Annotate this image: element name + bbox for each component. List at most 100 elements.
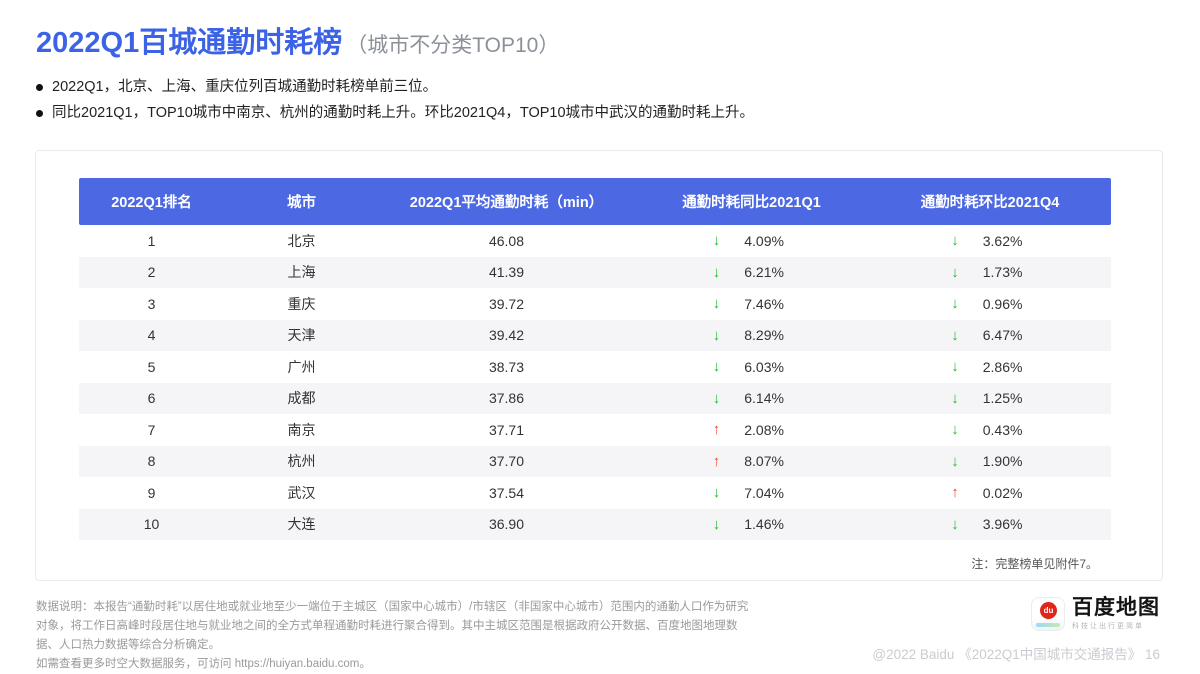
table-row: 2 上海 41.39 ↓ 6.21% ↓ 1.73%	[79, 256, 1111, 288]
city-cell: 重庆	[287, 295, 316, 312]
qoq-value: 1.73%	[982, 264, 1023, 281]
yoy-cell: ↓ 6.03%	[634, 351, 869, 383]
qoq-value: 1.90%	[982, 453, 1023, 470]
avg-time-cell: 39.72	[488, 295, 525, 312]
arrow-up-icon: ↑	[712, 452, 721, 470]
arrow-down-icon: ↓	[712, 358, 721, 376]
arrow-down-icon: ↓	[951, 263, 959, 281]
arrow-down-icon: ↓	[712, 232, 721, 250]
city-cell: 天津	[287, 327, 316, 344]
arrow-down-icon: ↓	[951, 452, 959, 470]
rank-cell: 9	[147, 484, 156, 501]
rank-cell: 5	[147, 358, 156, 375]
table-row: 5 广州 38.73 ↓ 6.03% ↓ 2.86%	[79, 351, 1111, 383]
city-cell: 北京	[287, 232, 316, 249]
summary-bullet-2-text: 同比2021Q1，TOP10城市中南京、杭州的通勤时耗上升。环比2021Q4，T…	[52, 105, 755, 121]
yoy-cell: ↓ 8.29%	[634, 320, 869, 352]
yoy-cell: ↑ 8.07%	[634, 446, 869, 478]
yoy-cell: ↓ 4.09%	[634, 225, 869, 257]
avg-time-cell: 37.54	[488, 484, 525, 501]
rank-cell: 1	[147, 232, 156, 249]
yoy-value: 7.04%	[744, 484, 784, 501]
qoq-cell: ↓ 1.25%	[869, 383, 1111, 415]
ranking-table-card: 2022Q1排名 城市 2022Q1平均通勤时耗（min） 通勤时耗同比2021…	[35, 150, 1163, 581]
qoq-cell: ↑ 0.02%	[869, 477, 1111, 509]
summary-bullet-1-text: 2022Q1，北京、上海、重庆位列百城通勤时耗榜单前三位。	[52, 79, 438, 95]
arrow-down-icon: ↓	[951, 326, 959, 344]
qoq-value: 3.62%	[982, 232, 1023, 249]
rank-cell: 3	[147, 295, 156, 312]
table-row: 8 杭州 37.70 ↑ 8.07% ↓ 1.90%	[79, 445, 1111, 478]
arrow-down-icon: ↓	[712, 263, 721, 281]
yoy-value: 4.09%	[744, 232, 784, 249]
qoq-value: 6.47%	[982, 327, 1023, 344]
table-row: 4 天津 39.42 ↓ 8.29% ↓ 6.47%	[79, 319, 1111, 352]
column-header-city: 城市	[287, 195, 316, 211]
more-info-suffix: 。	[359, 658, 371, 670]
baidu-maps-logo: du 百度地图 科技让出行更简单	[1031, 597, 1160, 631]
brand-block: du 百度地图 科技让出行更简单 @2022 Baidu 《2022Q1中国城市…	[872, 597, 1160, 663]
qoq-cell: ↓ 2.86%	[869, 351, 1111, 383]
qoq-value: 0.02%	[982, 484, 1023, 501]
table-row: 1 北京 46.08 ↓ 4.09% ↓ 3.62%	[79, 225, 1111, 257]
yoy-value: 6.14%	[744, 390, 784, 407]
yoy-value: 6.03%	[744, 358, 784, 375]
yoy-cell: ↑ 2.08%	[634, 414, 869, 446]
city-cell: 杭州	[287, 453, 316, 470]
yoy-value: 8.29%	[744, 327, 784, 344]
arrow-down-icon: ↓	[951, 515, 959, 533]
page-title-suffix: （城市不分类TOP10）	[346, 34, 560, 57]
column-header-yoy: 通勤时耗同比2021Q1	[682, 195, 821, 211]
rank-cell: 4	[147, 327, 156, 344]
city-cell: 上海	[287, 264, 316, 281]
arrow-down-icon: ↓	[712, 515, 721, 533]
city-cell: 南京	[287, 421, 316, 438]
more-info-prefix: 如需查看更多时空大数据服务，可访问	[36, 658, 235, 670]
map-pin-icon: du	[1040, 602, 1057, 620]
logo-tagline: 科技让出行更简单	[1072, 623, 1144, 630]
city-cell: 广州	[287, 358, 316, 375]
avg-time-cell: 39.42	[488, 327, 525, 344]
page-title-main: 2022Q1百城通勤时耗榜	[36, 27, 343, 59]
city-cell: 武汉	[287, 484, 316, 501]
qoq-value: 0.43%	[982, 421, 1023, 438]
table-row: 7 南京 37.71 ↑ 2.08% ↓ 0.43%	[79, 414, 1111, 446]
table-row: 10 大连 36.90 ↓ 1.46% ↓ 3.96%	[79, 508, 1111, 541]
avg-time-cell: 41.39	[488, 264, 525, 281]
ranking-table: 2022Q1排名 城市 2022Q1平均通勤时耗（min） 通勤时耗同比2021…	[79, 178, 1111, 540]
qoq-value: 2.86%	[982, 358, 1023, 375]
map-pin-label: du	[1043, 606, 1054, 615]
rank-cell: 2	[147, 264, 156, 281]
arrow-down-icon: ↓	[951, 232, 959, 250]
qoq-cell: ↓ 3.62%	[869, 225, 1111, 257]
yoy-value: 6.21%	[744, 264, 784, 281]
table-row: 3 重庆 39.72 ↓ 7.46% ↓ 0.96%	[79, 288, 1111, 320]
avg-time-cell: 37.70	[488, 453, 525, 470]
yoy-cell: ↓ 1.46%	[634, 509, 869, 541]
bullet-dot-icon	[36, 83, 43, 91]
more-info-line: 如需查看更多时空大数据服务，可访问 https://huiyan.baidu.c…	[36, 655, 758, 674]
arrow-down-icon: ↓	[951, 358, 959, 376]
table-row: 9 武汉 37.54 ↓ 7.04% ↑ 0.02%	[79, 477, 1111, 509]
watermark: @2022 Baidu 《2022Q1中国城市交通报告》 16	[872, 647, 1160, 662]
arrow-down-icon: ↓	[712, 295, 721, 313]
yoy-cell: ↓ 7.46%	[634, 288, 869, 320]
arrow-down-icon: ↓	[712, 389, 721, 407]
yoy-cell: ↓ 6.14%	[634, 383, 869, 415]
rank-cell: 7	[147, 421, 156, 438]
qoq-cell: ↓ 0.43%	[869, 414, 1111, 446]
rank-cell: 6	[147, 390, 156, 407]
arrow-down-icon: ↓	[712, 326, 721, 344]
page-title: 2022Q1百城通勤时耗榜 （城市不分类TOP10）	[36, 26, 559, 63]
rank-cell: 8	[147, 453, 156, 470]
summary-bullet-1: 2022Q1，北京、上海、重庆位列百城通勤时耗榜单前三位。	[36, 74, 754, 100]
table-row: 6 成都 37.86 ↓ 6.14% ↓ 1.25%	[79, 382, 1111, 415]
qoq-cell: ↓ 1.90%	[869, 446, 1111, 478]
qoq-value: 3.96%	[982, 516, 1023, 533]
huiyan-link[interactable]: https://huiyan.baidu.com	[234, 658, 360, 670]
rank-cell: 10	[143, 516, 160, 533]
column-header-rank: 2022Q1排名	[111, 195, 192, 211]
avg-time-cell: 46.08	[488, 232, 525, 249]
qoq-cell: ↓ 6.47%	[869, 320, 1111, 352]
